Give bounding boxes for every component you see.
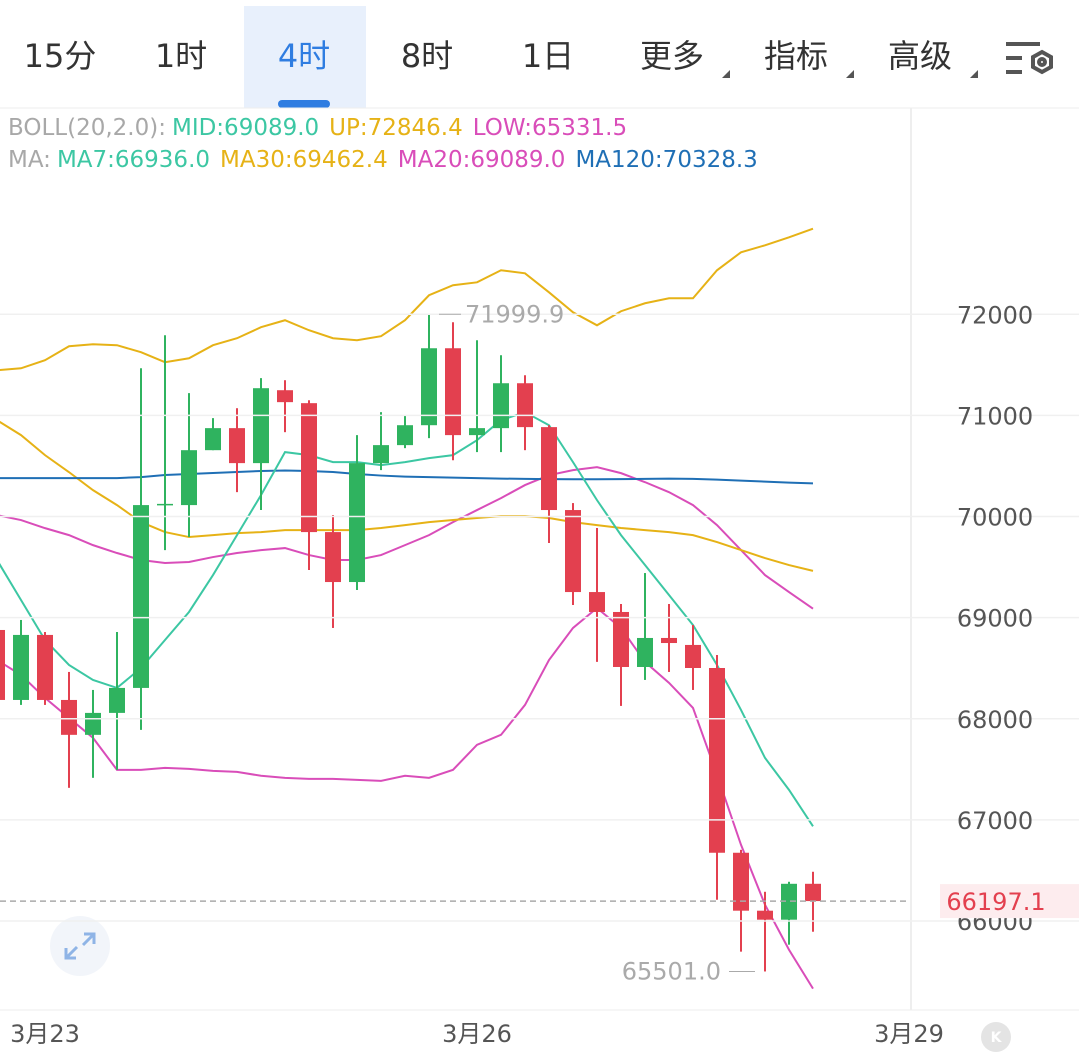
x-tick-label: 3月26 bbox=[442, 1020, 512, 1048]
tab[interactable]: 指标 bbox=[764, 37, 828, 75]
indicator-line bbox=[0, 606, 814, 990]
candle-body bbox=[37, 634, 53, 700]
candle-body bbox=[349, 463, 365, 583]
settings-icon[interactable] bbox=[1006, 42, 1053, 75]
candle-body bbox=[109, 687, 125, 713]
tab[interactable]: 8时 bbox=[401, 37, 453, 75]
candle-body bbox=[61, 699, 77, 735]
legend: BOLL(20,2.0): MID:69089.0 UP:72846.4 LOW:65… bbox=[8, 115, 627, 141]
candle-body bbox=[469, 428, 485, 436]
candle-body bbox=[637, 637, 653, 667]
legend-item: MA: bbox=[8, 147, 51, 173]
candle-body bbox=[397, 425, 413, 446]
candle-body bbox=[517, 383, 533, 428]
legend-item: MA7:66936.0 bbox=[57, 147, 210, 173]
candle-body bbox=[781, 883, 797, 920]
active-tab-bg bbox=[244, 6, 366, 108]
legend-item: MA30:69462.4 bbox=[220, 147, 388, 173]
candle-body bbox=[181, 450, 197, 506]
candle-body bbox=[541, 427, 557, 511]
dropdown-caret bbox=[722, 70, 730, 78]
candle-body bbox=[421, 348, 437, 426]
max-label: 71999.9 bbox=[465, 300, 564, 328]
legend-item: BOLL(20,2.0): bbox=[8, 115, 166, 141]
candle-body bbox=[565, 510, 581, 593]
candle-body bbox=[325, 532, 341, 583]
candle-body bbox=[805, 883, 821, 902]
candle-body bbox=[13, 634, 29, 700]
tab[interactable]: 4时 bbox=[278, 37, 330, 75]
x-tick-label: 3月29 bbox=[874, 1020, 944, 1048]
y-tick-label: 68000 bbox=[957, 706, 1033, 734]
legend: MA: MA7:66936.0 MA30:69462.4 MA20:69089.0 MA… bbox=[8, 147, 758, 173]
last-price-label: 66197.1 bbox=[946, 888, 1045, 916]
candle-body bbox=[277, 390, 293, 403]
candle-body bbox=[301, 403, 317, 533]
dropdown-caret bbox=[970, 70, 978, 78]
indicator-line bbox=[0, 227, 814, 371]
x-tick-label: 3月23 bbox=[10, 1020, 80, 1048]
min-label: 65501.0 bbox=[622, 957, 721, 985]
k-icon: K bbox=[991, 1030, 1003, 1046]
tab[interactable]: 1日 bbox=[522, 37, 574, 75]
candle-body bbox=[253, 388, 269, 464]
candle-body bbox=[445, 348, 461, 436]
expand-button[interactable] bbox=[50, 916, 110, 976]
candle-body bbox=[205, 428, 221, 451]
y-tick-label: 67000 bbox=[957, 807, 1033, 835]
dropdown-caret bbox=[846, 70, 854, 78]
legend-item: UP:72846.4 bbox=[329, 115, 463, 141]
y-tick-label: 70000 bbox=[957, 504, 1033, 532]
candle-body bbox=[685, 644, 701, 668]
last-price-box bbox=[940, 884, 1079, 919]
y-tick-label: 71000 bbox=[957, 402, 1033, 430]
y-tick-label: 72000 bbox=[957, 301, 1033, 329]
k-button[interactable] bbox=[981, 1022, 1011, 1052]
y-tick-label: 69000 bbox=[957, 605, 1033, 633]
candle-body bbox=[589, 592, 605, 612]
candle-body bbox=[757, 910, 773, 920]
candle-body bbox=[85, 712, 101, 735]
candle-body bbox=[733, 852, 749, 911]
tab[interactable]: 高级 bbox=[888, 37, 952, 75]
tab[interactable]: 1时 bbox=[155, 37, 207, 75]
active-tab-indicator bbox=[278, 100, 330, 108]
candle-body bbox=[709, 668, 725, 853]
legend-item: MID:69089.0 bbox=[172, 115, 319, 141]
indicator-line bbox=[0, 469, 814, 485]
tab[interactable]: 15分 bbox=[24, 37, 97, 75]
candle-body bbox=[133, 505, 149, 688]
candle-body bbox=[0, 629, 5, 700]
tab[interactable]: 更多 bbox=[640, 37, 704, 75]
candle-body bbox=[229, 428, 245, 464]
candle-body bbox=[613, 611, 629, 667]
candle-body bbox=[157, 503, 173, 506]
expand-icon bbox=[64, 932, 96, 960]
candle-body bbox=[661, 637, 677, 644]
legend-item: LOW:65331.5 bbox=[473, 115, 627, 141]
legend-item: MA120:70328.3 bbox=[575, 147, 757, 173]
candle-body bbox=[493, 383, 509, 429]
candle-body bbox=[373, 445, 389, 464]
legend-item: MA20:69089.0 bbox=[398, 147, 566, 173]
